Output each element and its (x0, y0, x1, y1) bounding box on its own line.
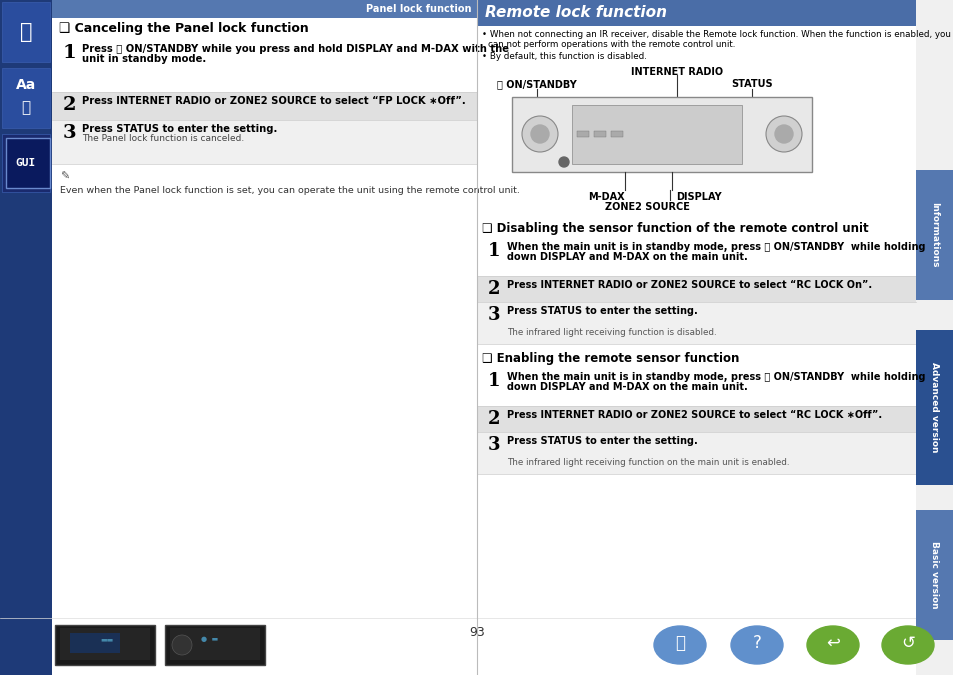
Bar (476, 276, 915, 302)
Bar (915, 510, 953, 640)
Bar (915, 330, 953, 485)
Text: ⓛ ON/STANDBY: ⓛ ON/STANDBY (497, 79, 577, 89)
Bar (476, 406, 915, 432)
Ellipse shape (806, 626, 858, 664)
Bar (610, 131, 622, 137)
Text: When the main unit is in standby mode, press ⓛ ON/STANDBY  while holding: When the main unit is in standby mode, p… (506, 372, 924, 382)
Bar (476, 238, 915, 276)
Bar (0, 618, 953, 675)
Text: can not perform operations with the remote control unit.: can not perform operations with the remo… (488, 40, 735, 49)
Text: Press STATUS to enter the setting.: Press STATUS to enter the setting. (82, 124, 277, 134)
Bar (52, 0, 476, 18)
Bar (476, 0, 915, 675)
Bar (476, 368, 915, 406)
Text: ❑ Enabling the remote sensor function: ❑ Enabling the remote sensor function (481, 352, 739, 365)
Circle shape (765, 116, 801, 152)
Text: ❑ Disabling the sensor function of the remote control unit: ❑ Disabling the sensor function of the r… (481, 222, 868, 235)
Bar (577, 131, 588, 137)
Bar (594, 131, 605, 137)
Bar (2, 68, 50, 128)
Circle shape (531, 125, 548, 143)
Text: down DISPLAY and M-DAX on the main unit.: down DISPLAY and M-DAX on the main unit. (506, 252, 747, 262)
Ellipse shape (882, 626, 933, 664)
Bar (52, 40, 476, 92)
Bar (915, 0, 953, 675)
Text: ?: ? (752, 634, 760, 652)
Ellipse shape (730, 626, 782, 664)
Text: Informations: Informations (929, 202, 939, 268)
Text: ZONE2 SOURCE: ZONE2 SOURCE (604, 202, 689, 212)
Text: ✎: ✎ (60, 172, 70, 182)
Text: Advanced version: Advanced version (929, 362, 939, 452)
Text: down DISPLAY and M-DAX on the main unit.: down DISPLAY and M-DAX on the main unit. (506, 382, 747, 392)
Text: ●  ▬: ● ▬ (201, 636, 218, 642)
Circle shape (774, 125, 792, 143)
Text: GUI: GUI (16, 158, 36, 168)
Bar (572, 105, 741, 164)
Ellipse shape (654, 626, 705, 664)
Bar (60, 628, 150, 660)
Bar (60, 628, 150, 660)
Bar (2, 2, 50, 62)
Bar (915, 170, 953, 300)
Text: ▬▬: ▬▬ (100, 636, 113, 642)
Text: Press INTERNET RADIO or ZONE2 SOURCE to select “RC LOCK ∗Off”.: Press INTERNET RADIO or ZONE2 SOURCE to … (506, 410, 882, 420)
Text: ❑ Canceling the Panel lock function: ❑ Canceling the Panel lock function (59, 22, 309, 35)
Bar (512, 97, 811, 172)
Text: 1: 1 (62, 44, 76, 62)
Text: Even when the Panel lock function is set, you can operate the unit using the rem: Even when the Panel lock function is set… (60, 186, 519, 195)
Text: 👓: 👓 (21, 101, 30, 115)
Bar (70, 633, 120, 653)
Text: The Panel lock function is canceled.: The Panel lock function is canceled. (82, 134, 244, 143)
Circle shape (172, 635, 192, 655)
Text: 3: 3 (487, 436, 499, 454)
Bar (2, 134, 50, 192)
Text: 93: 93 (469, 626, 484, 639)
Text: DISPLAY: DISPLAY (676, 192, 720, 202)
Circle shape (521, 116, 558, 152)
Text: 1: 1 (487, 242, 499, 260)
Text: Press INTERNET RADIO or ZONE2 SOURCE to select “RC LOCK On”.: Press INTERNET RADIO or ZONE2 SOURCE to … (506, 280, 871, 290)
Bar (476, 0, 915, 26)
Bar (170, 628, 260, 660)
Text: Press INTERNET RADIO or ZONE2 SOURCE to select “FP LOCK ∗Off”.: Press INTERNET RADIO or ZONE2 SOURCE to … (82, 96, 465, 106)
Text: Remote lock function: Remote lock function (484, 5, 666, 20)
Bar (6, 138, 50, 188)
Text: 3: 3 (62, 124, 75, 142)
Text: The infrared light receiving function on the main unit is enabled.: The infrared light receiving function on… (506, 458, 789, 467)
Text: 1: 1 (487, 372, 499, 390)
Text: 2: 2 (487, 410, 499, 428)
Text: When the main unit is in standby mode, press ⓛ ON/STANDBY  while holding: When the main unit is in standby mode, p… (506, 242, 924, 252)
Text: 3: 3 (487, 306, 499, 324)
Bar (52, 0, 476, 675)
Text: Press STATUS to enter the setting.: Press STATUS to enter the setting. (506, 436, 697, 446)
Bar (52, 120, 476, 164)
Text: 2: 2 (487, 280, 499, 298)
Text: unit in standby mode.: unit in standby mode. (82, 54, 206, 64)
Text: • When not connecting an IR receiver, disable the Remote lock function. When the: • When not connecting an IR receiver, di… (481, 30, 950, 39)
Bar (165, 625, 265, 665)
Text: The infrared light receiving function is disabled.: The infrared light receiving function is… (506, 328, 716, 337)
Bar (55, 625, 154, 665)
Text: Aa: Aa (16, 78, 36, 92)
Text: Panel lock function: Panel lock function (366, 4, 472, 14)
Text: INTERNET RADIO: INTERNET RADIO (630, 67, 722, 77)
Bar (52, 92, 476, 120)
Text: 📚: 📚 (20, 22, 32, 42)
Bar (0, 0, 52, 675)
Text: Press ⓛ ON/STANDBY while you press and hold DISPLAY and M-DAX with the: Press ⓛ ON/STANDBY while you press and h… (82, 44, 509, 54)
Text: ↩: ↩ (825, 634, 839, 652)
Text: 2: 2 (62, 96, 75, 114)
Text: Basic version: Basic version (929, 541, 939, 609)
Bar (476, 302, 915, 344)
Circle shape (558, 157, 568, 167)
Text: • By default, this function is disabled.: • By default, this function is disabled. (481, 52, 646, 61)
Text: M-DAX: M-DAX (588, 192, 624, 202)
Text: STATUS: STATUS (730, 79, 772, 89)
Text: 📖: 📖 (675, 634, 684, 652)
Bar (476, 432, 915, 474)
Text: Press STATUS to enter the setting.: Press STATUS to enter the setting. (506, 306, 697, 316)
Text: ↺: ↺ (901, 634, 914, 652)
